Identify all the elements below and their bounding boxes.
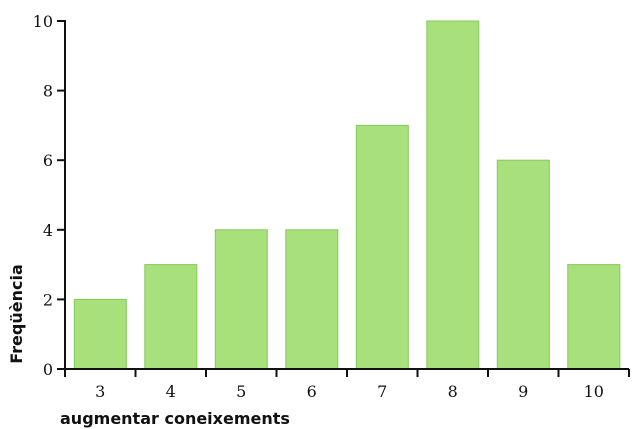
- bar-6: [285, 229, 339, 370]
- y-axis-title: Freqüència: [7, 264, 26, 364]
- x-axis-ticks: 3 4 5 6 7 8 9 10: [64, 369, 630, 401]
- bar-3: [73, 298, 127, 370]
- y-tick-label-8: 8: [43, 82, 53, 101]
- bar-4: [144, 264, 198, 370]
- x-tick-label-7: 7: [377, 382, 387, 401]
- y-tick-label-6: 6: [43, 151, 53, 170]
- x-tick-label-5: 5: [236, 382, 246, 401]
- y-axis-ticks: 0 2 4 6 8 10: [33, 12, 65, 379]
- bar-5: [214, 229, 268, 370]
- y-tick-label-0: 0: [43, 360, 53, 379]
- y-tick-label-2: 2: [43, 290, 53, 309]
- bars-group: [73, 20, 621, 370]
- bar-9: [496, 159, 550, 370]
- x-tick-label-8: 8: [448, 382, 458, 401]
- x-axis-title: augmentar coneixements: [60, 409, 290, 428]
- x-tick-label-4: 4: [166, 382, 176, 401]
- x-tick-label-10: 10: [584, 382, 604, 401]
- bar-10: [567, 264, 621, 370]
- x-tick-label-6: 6: [307, 382, 317, 401]
- bar-7: [355, 124, 409, 370]
- y-tick-label-10: 10: [33, 12, 53, 31]
- x-tick-label-3: 3: [95, 382, 105, 401]
- x-tick-label-9: 9: [518, 382, 528, 401]
- y-tick-label-4: 4: [43, 221, 53, 240]
- bar-8: [426, 20, 480, 370]
